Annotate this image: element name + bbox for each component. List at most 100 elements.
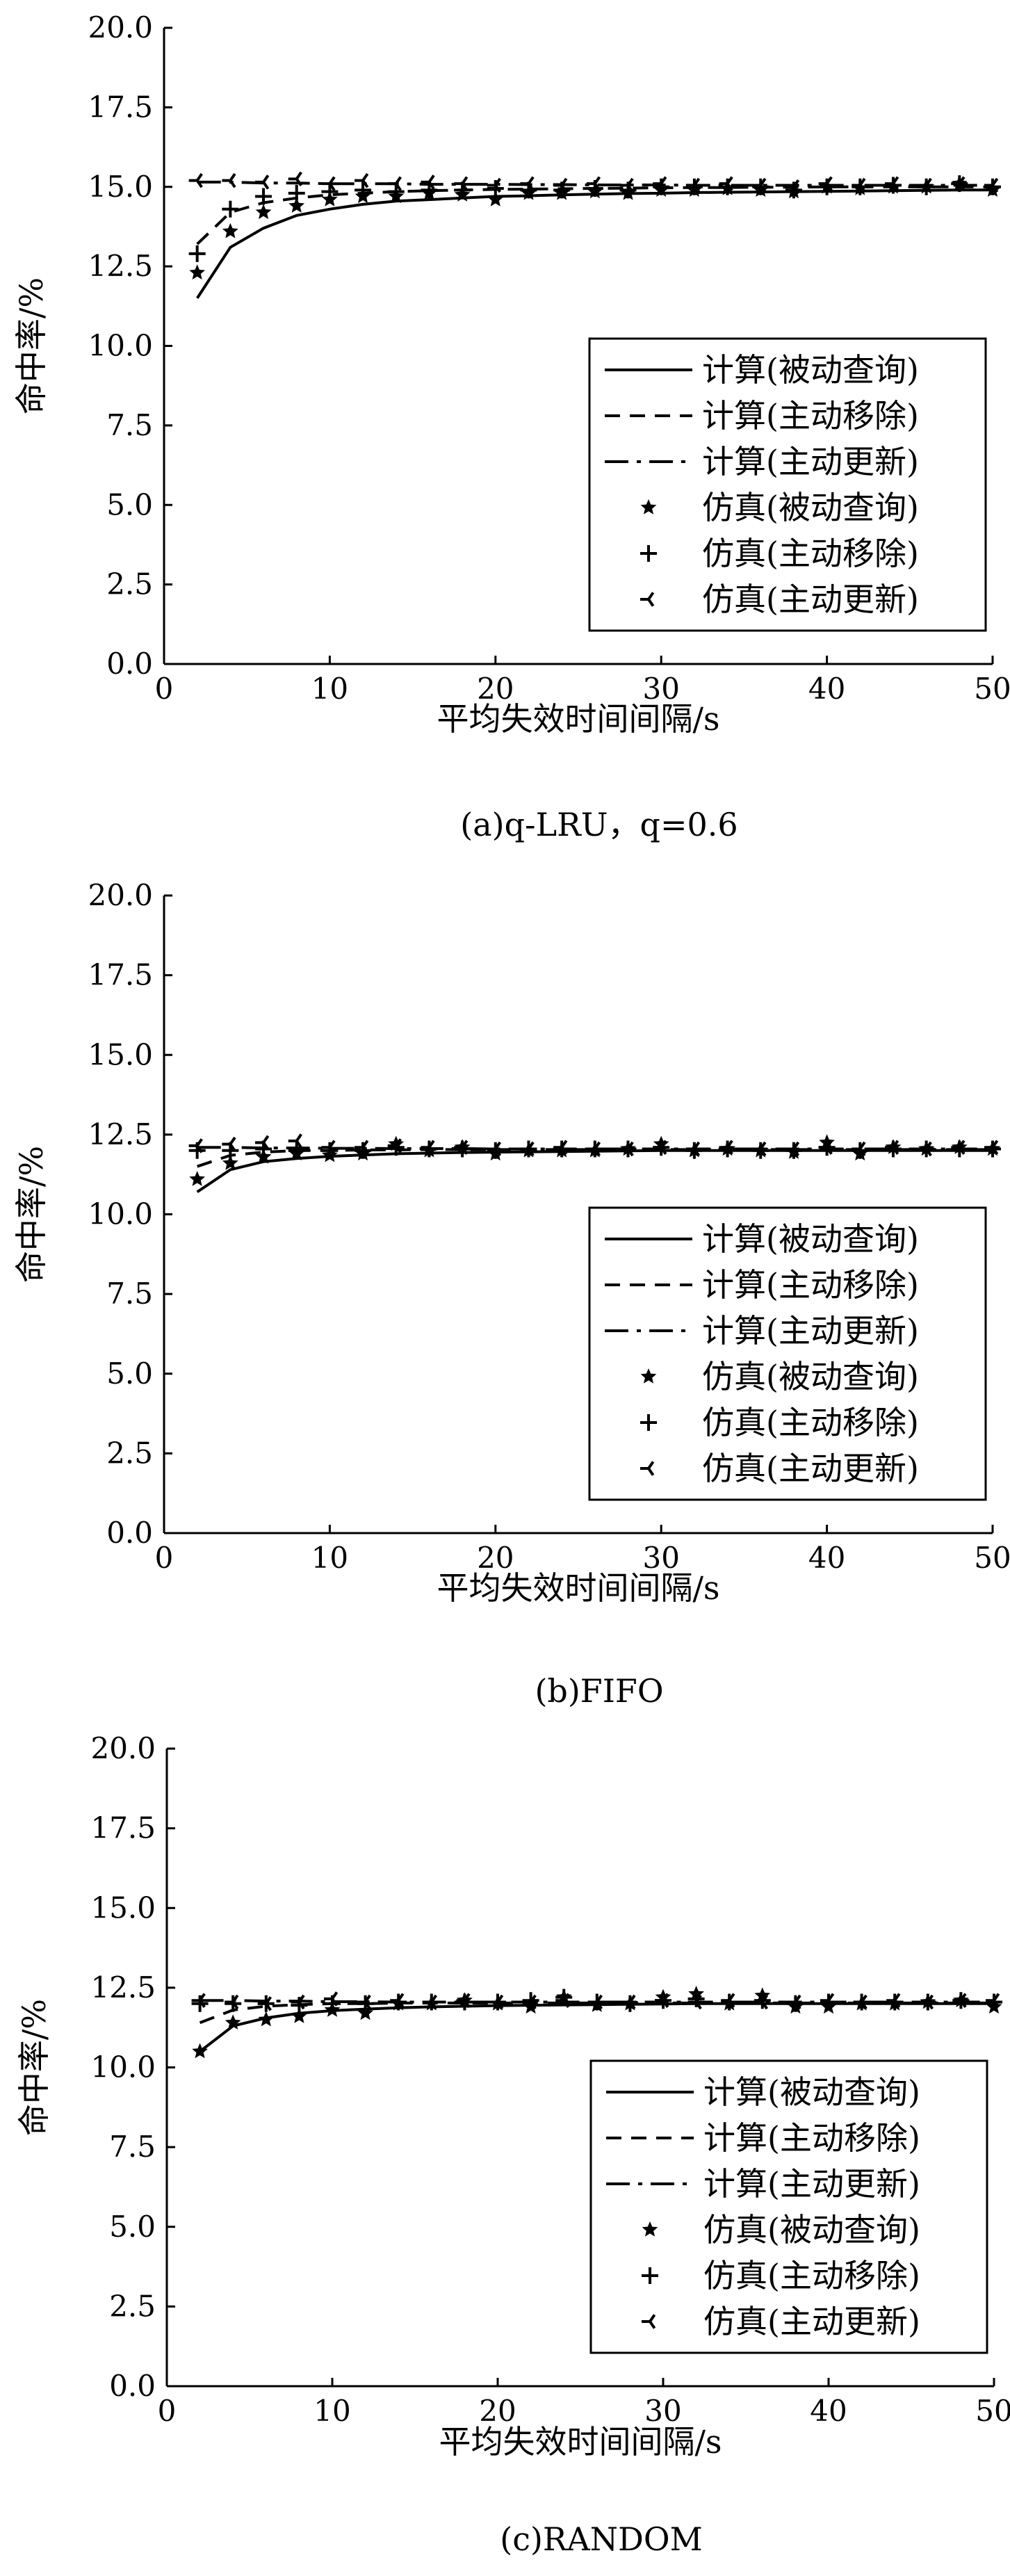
data-point [191, 1993, 206, 2008]
data-point [487, 177, 502, 193]
legend-label: 计算(主动更新) [703, 2165, 920, 2203]
y-tick-label: 2.5 [109, 2289, 156, 2323]
legend-swatch [642, 2267, 658, 2284]
y-tick-label: 5.0 [109, 2210, 156, 2244]
legend: 计算(被动查询) 计算(主动移除) 计算(主动更新) 仿真(被动查询) 仿真(主动移除)… [588, 337, 987, 632]
legend-swatch [642, 2314, 656, 2329]
x-tick-label: 50 [974, 1541, 1010, 1575]
data-point [255, 204, 272, 220]
data-point [189, 1171, 206, 1186]
legend: 计算(被动查询) 计算(主动移除) 计算(主动更新) 仿真(被动查询) 仿真(主动移除)… [588, 1206, 987, 1501]
data-point [721, 1993, 735, 2008]
x-tick-label: 10 [311, 1541, 348, 1575]
data-point [818, 1140, 833, 1155]
x-tick-label: 30 [642, 1541, 679, 1575]
data-point [387, 1138, 402, 1153]
legend: 计算(被动查询) 计算(主动移除) 计算(主动更新) 仿真(被动查询) 仿真(主动移除)… [589, 2059, 988, 2354]
data-point [918, 1141, 932, 1157]
legend-label: 仿真(被动查询) [702, 1358, 919, 1395]
data-point [225, 2014, 241, 2030]
data-point [288, 197, 305, 213]
data-point [719, 176, 733, 191]
data-point [852, 177, 866, 193]
data-point [189, 264, 206, 280]
data-point [984, 1140, 999, 1155]
y-axis-title: 命中率/% [13, 277, 50, 414]
data-point [918, 177, 932, 193]
y-tick-label: 7.5 [106, 1277, 153, 1311]
x-tick-label: 20 [479, 2394, 516, 2428]
data-point [291, 2008, 307, 2023]
data-point [984, 177, 999, 193]
data-point [754, 1994, 769, 2010]
y-tick-label: 10.0 [88, 329, 153, 363]
legend-label: 计算(主动更新) [702, 1312, 919, 1350]
y-tick-label: 5.0 [106, 487, 153, 521]
data-point [454, 176, 469, 191]
data-point [321, 176, 336, 191]
data-point [258, 2011, 275, 2027]
data-point [621, 1994, 636, 2010]
data-point [951, 176, 966, 191]
data-point [555, 1993, 570, 2008]
data-point [685, 1141, 701, 1157]
x-tick-label: 0 [158, 2394, 177, 2428]
y-tick-label: 15.0 [90, 1890, 156, 1925]
data-point [586, 1141, 601, 1157]
x-tick-label: 30 [642, 672, 679, 706]
x-axis-title: 平均失效时间间隔/s [437, 1569, 719, 1607]
data-point [421, 175, 435, 190]
y-tick-label: 12.5 [90, 1970, 156, 2004]
legend-label: 仿真(主动移除) [702, 535, 919, 572]
data-point [820, 1993, 835, 2008]
data-point [324, 1991, 339, 2007]
chart-panel: 0 10 20 30 40 50 0.0 2.5 5.0 7.5 10.0 12.5 15.0 17.5 2… [15, 1731, 1010, 2558]
data-point [520, 1141, 535, 1157]
data-point [188, 1138, 203, 1153]
legend-swatch [640, 1461, 655, 1476]
y-tick-label: 10.0 [90, 2050, 156, 2084]
x-tick-label: 50 [975, 2394, 1010, 2428]
y-tick-label: 17.5 [88, 90, 153, 124]
data-point [520, 176, 535, 191]
legend-box [588, 1206, 987, 1501]
data-point [291, 1994, 305, 2010]
data-point [423, 1994, 438, 2010]
legend-label: 计算(被动查询) [702, 351, 919, 389]
x-axis-title: 平均失效时间间隔/s [437, 700, 719, 738]
data-point [487, 180, 504, 197]
data-point [553, 177, 568, 193]
data-point [886, 1993, 901, 2008]
data-point [653, 176, 667, 191]
data-point [355, 181, 372, 199]
data-point [456, 1993, 471, 2008]
x-tick-label: 0 [155, 672, 174, 706]
data-point [222, 1136, 236, 1152]
y-tick-label: 2.5 [106, 1436, 153, 1470]
legend-swatch [640, 1414, 657, 1431]
chart-panel: 0 10 20 30 40 50 0.0 2.5 5.0 7.5 10.0 12.5 15.0 17.5 2… [13, 10, 1010, 843]
chart-caption: (b)FIFO [535, 1672, 663, 1710]
data-point [785, 179, 800, 195]
series-line [196, 188, 993, 299]
data-point [192, 2043, 208, 2059]
data-point [653, 1140, 667, 1155]
data-point [421, 1140, 435, 1155]
chart-caption: (a)q-LRU，q=0.6 [460, 806, 738, 843]
y-tick-label: 2.5 [106, 567, 153, 601]
data-point [687, 1994, 702, 2010]
y-tick-label: 7.5 [106, 408, 153, 442]
legend-label: 仿真(主动更新) [702, 1450, 919, 1487]
legend-swatch [642, 2221, 658, 2237]
x-tick-label: 20 [477, 1541, 514, 1575]
legend-label: 计算(主动更新) [702, 443, 919, 480]
data-point [288, 1133, 302, 1149]
legend-label: 计算(被动查询) [703, 2073, 920, 2111]
data-point [884, 1140, 899, 1155]
y-tick-label: 20.0 [88, 10, 153, 44]
data-point [255, 1135, 270, 1151]
legend-label: 计算(主动移除) [702, 1266, 919, 1304]
data-point [288, 171, 302, 187]
data-point [619, 177, 634, 193]
data-point [188, 245, 206, 262]
